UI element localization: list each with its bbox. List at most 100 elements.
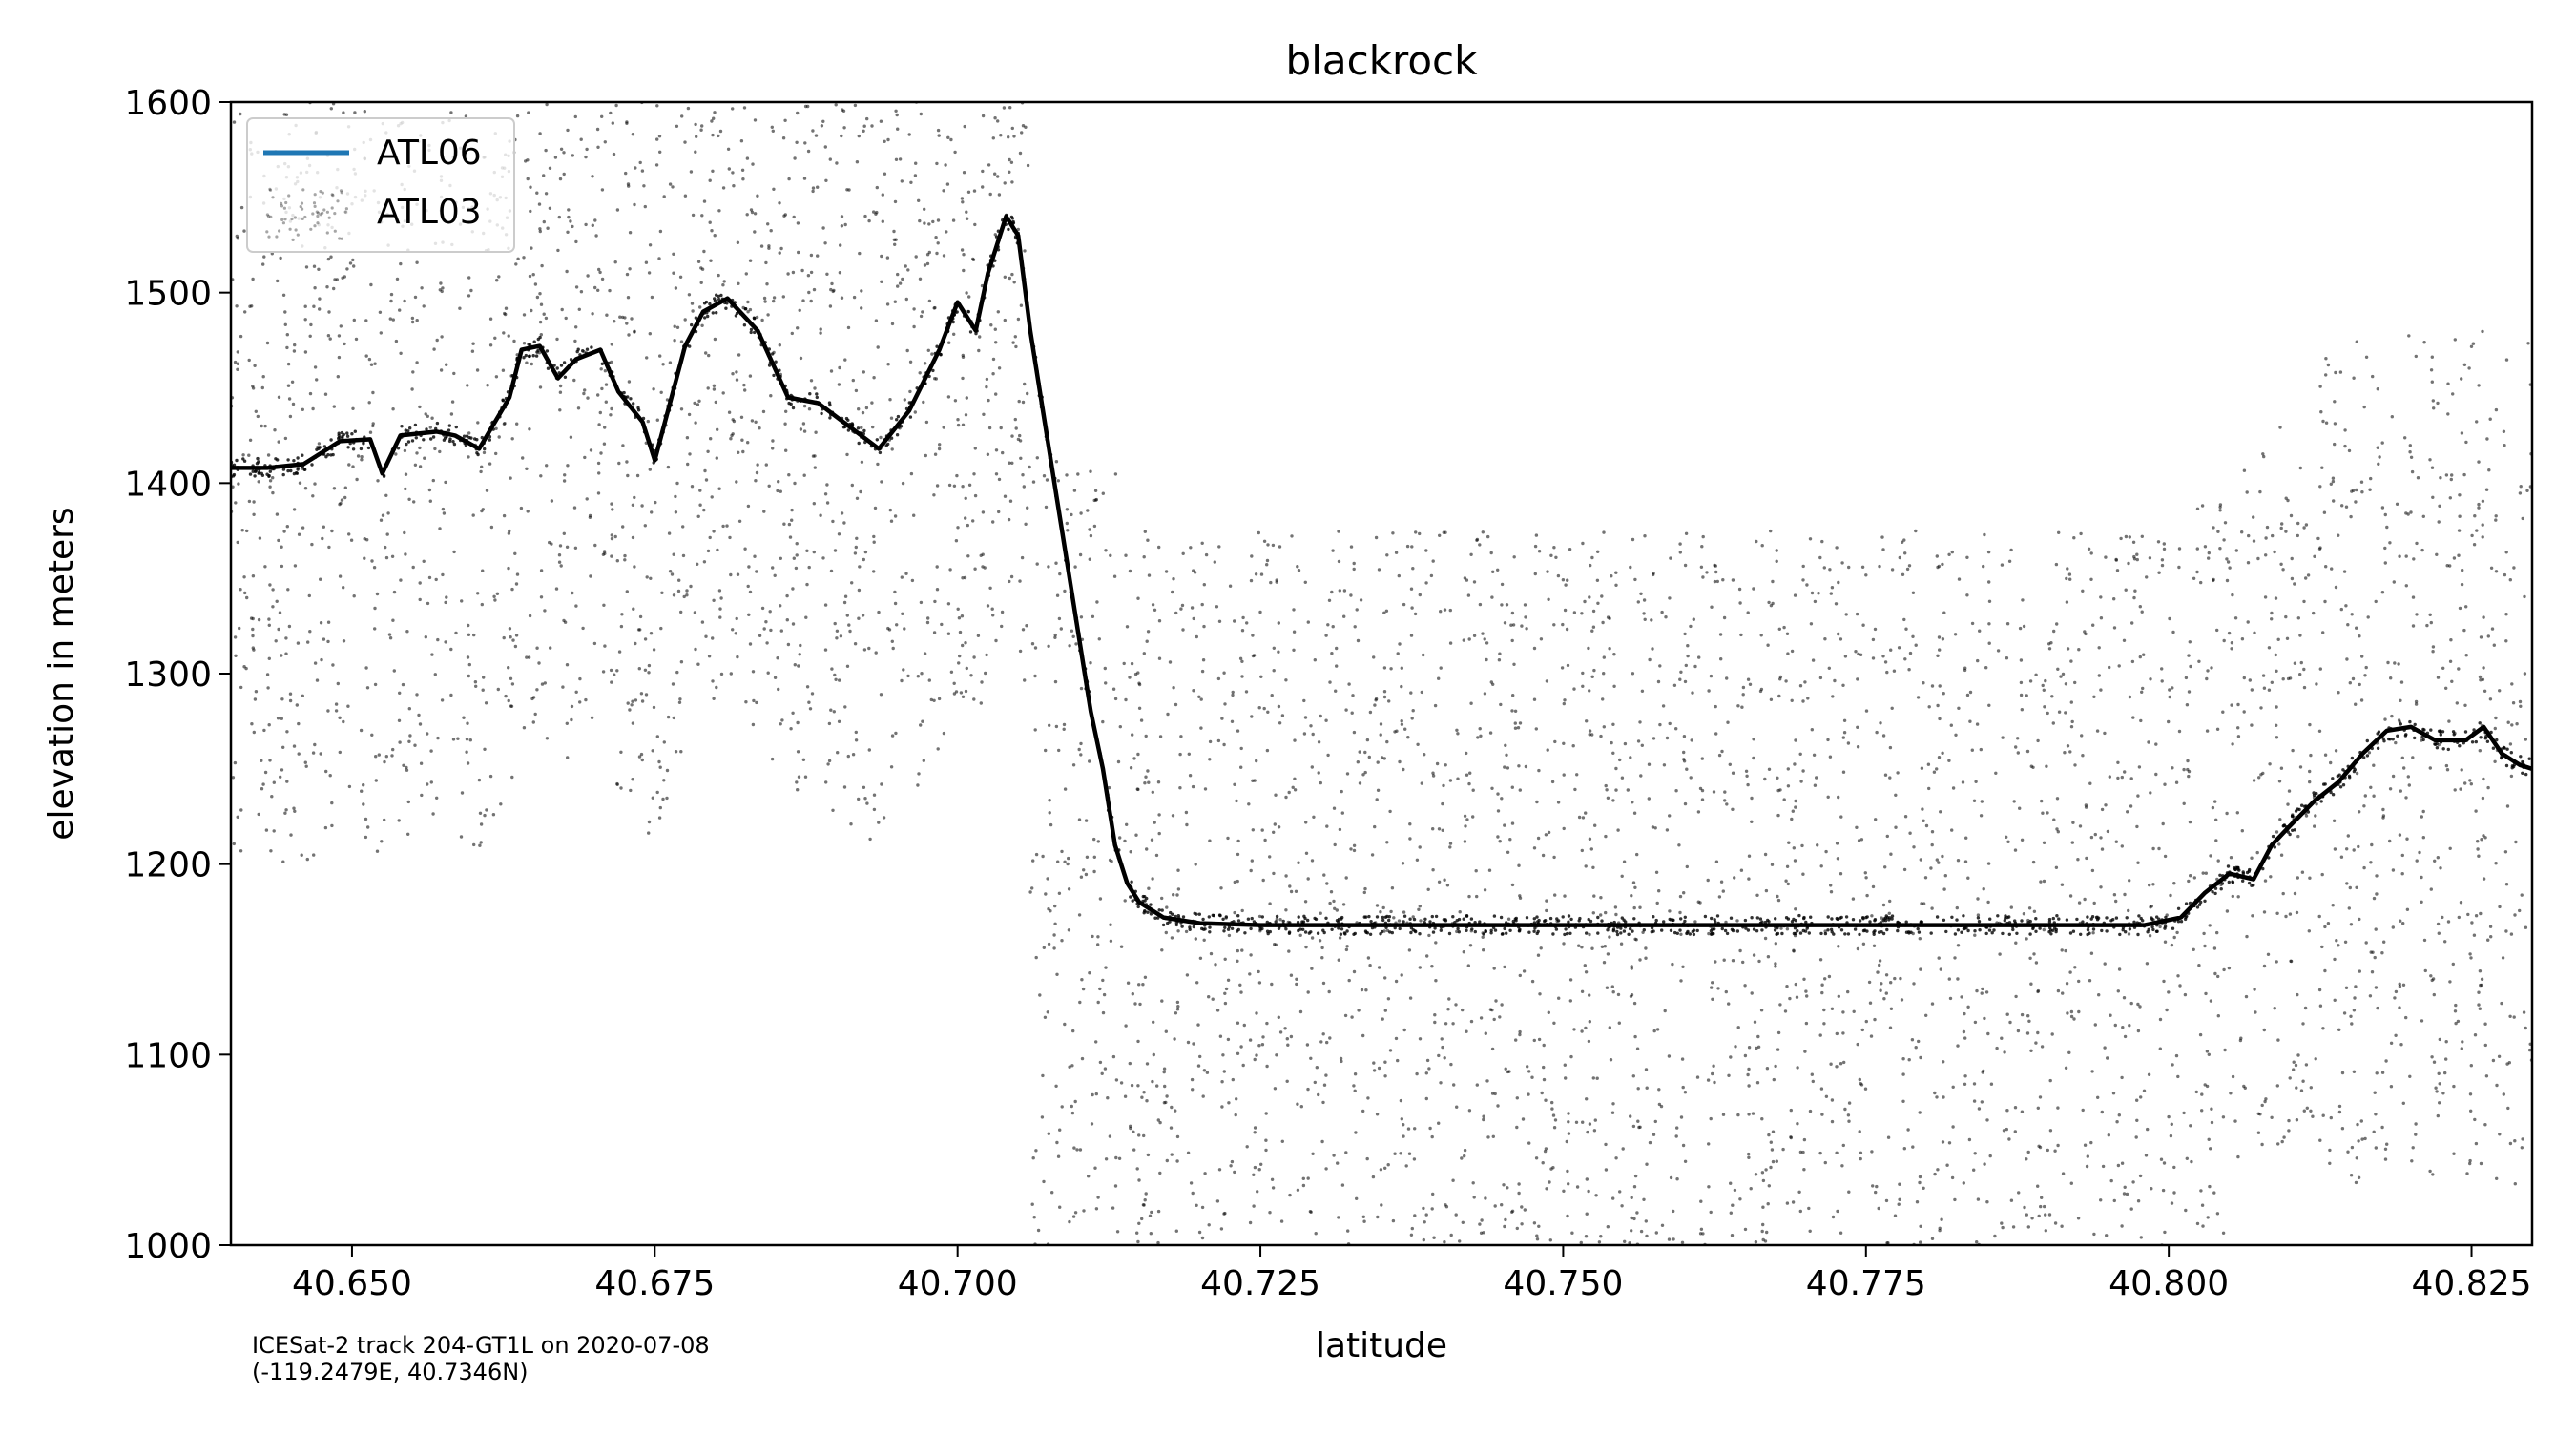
atl03-point — [413, 463, 418, 467]
atl03-point — [1033, 646, 1038, 650]
atl03-point — [1651, 825, 1655, 829]
atl03-point — [765, 641, 769, 645]
atl03-point — [1332, 1154, 1336, 1157]
atl03-point — [1658, 722, 1662, 727]
atl03-point — [1873, 1017, 1877, 1022]
atl03-point — [1055, 972, 1059, 976]
atl03-point — [1402, 1123, 1405, 1127]
atl03-point — [2512, 1015, 2516, 1019]
atl03-point — [627, 380, 632, 384]
atl03-point — [384, 555, 389, 560]
atl03-point — [1631, 1124, 1636, 1129]
atl03-point — [1536, 953, 1541, 957]
atl03-point — [800, 268, 804, 273]
atl03-point — [1079, 875, 1084, 879]
atl03-point — [1478, 602, 1483, 607]
atl03-point — [1340, 789, 1343, 794]
atl03-point — [1681, 1085, 1685, 1090]
atl03-point — [961, 695, 966, 698]
atl03-point — [2230, 703, 2233, 707]
atl03-point — [758, 634, 762, 637]
atl03-point — [2168, 688, 2171, 692]
atl03-point — [1975, 722, 1980, 726]
atl03-point — [257, 812, 260, 817]
atl03-point — [301, 407, 304, 411]
atl03-point — [516, 257, 520, 260]
atl03-point — [1609, 1058, 1613, 1062]
atl03-point — [2340, 1127, 2345, 1131]
atl03-point — [1078, 1000, 1082, 1005]
atl03-point — [2354, 1180, 2358, 1185]
atl03-point — [1293, 788, 1298, 792]
atl03-point — [2171, 766, 2174, 770]
atl03-point — [1951, 1085, 1955, 1090]
atl03-point — [696, 514, 700, 518]
atl03-point — [2378, 455, 2381, 459]
atl03-point — [1293, 738, 1297, 742]
atl03-point — [1876, 970, 1880, 974]
atl03-point — [1714, 732, 1718, 736]
atl03-point — [914, 255, 918, 259]
atl03-point — [1630, 1196, 1633, 1200]
atl03-point — [2405, 907, 2410, 911]
atl03-point — [710, 119, 714, 123]
atl03-point — [837, 719, 841, 723]
atl03-point — [1731, 771, 1735, 775]
atl03-point — [1449, 1233, 1453, 1237]
atl03-point — [2055, 797, 2060, 801]
atl03-point — [1000, 610, 1005, 614]
atl03-point — [1240, 908, 1244, 913]
atl03-point — [1994, 771, 1998, 775]
atl03-point — [1560, 666, 1565, 670]
atl03-point — [1101, 491, 1106, 495]
atl03-point — [2262, 1028, 2266, 1032]
atl03-point — [318, 307, 322, 311]
atl03-point — [1547, 1010, 1551, 1015]
atl03-point — [861, 410, 865, 415]
atl03-point — [966, 523, 969, 528]
atl03-point — [2233, 616, 2238, 620]
atl03-point — [1746, 782, 1750, 787]
atl03-point — [749, 208, 754, 212]
atl03-point — [2148, 883, 2151, 887]
atl03-point — [1881, 548, 1885, 551]
atl03-point — [907, 133, 911, 136]
atl03-point — [1633, 885, 1637, 889]
atl03-point — [1358, 750, 1361, 754]
atl03-point — [2390, 714, 2394, 718]
atl03-point — [1935, 858, 1940, 862]
atl03-point — [280, 768, 284, 772]
atl03-point — [2197, 659, 2201, 663]
atl03-point — [290, 380, 295, 384]
atl03-point — [1616, 828, 1620, 832]
atl03-point — [445, 595, 448, 599]
atl03-point — [510, 682, 515, 686]
atl03-point — [1342, 589, 1347, 593]
atl03-point — [1926, 762, 1931, 766]
atl03-point — [1884, 973, 1889, 977]
atl03-point — [1893, 976, 1897, 981]
atl03-point — [1807, 1206, 1811, 1211]
atl03-point — [2315, 682, 2318, 686]
atl03-point — [1668, 596, 1672, 600]
atl03-point — [1672, 683, 1677, 687]
atl03-point — [2136, 1002, 2140, 1007]
atl03-point — [1590, 675, 1594, 678]
atl03-point — [1767, 1133, 1771, 1137]
atl03-point — [1368, 964, 1372, 967]
atl03-point — [1390, 886, 1395, 890]
atl03-point — [272, 829, 276, 833]
atl03-point — [2032, 952, 2036, 956]
atl03-point — [1518, 1029, 1522, 1034]
atl03-point — [514, 582, 519, 586]
atl03-point — [544, 148, 548, 153]
atl03-point — [1855, 612, 1859, 616]
atl03-point — [488, 343, 493, 347]
atl03-point — [1956, 977, 1960, 981]
atl03-point — [629, 788, 633, 793]
atl03-point — [1132, 1148, 1136, 1152]
atl03-point — [565, 545, 570, 549]
atl03-point — [837, 532, 841, 536]
atl03-point — [2129, 804, 2133, 808]
atl03-point — [1344, 947, 1349, 952]
